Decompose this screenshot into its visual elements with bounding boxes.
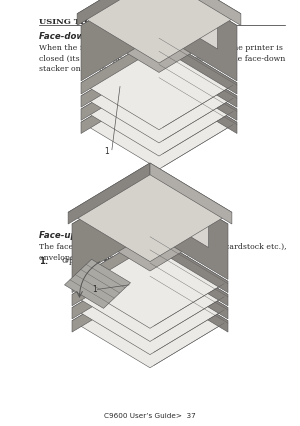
Polygon shape	[150, 274, 228, 332]
Polygon shape	[68, 164, 150, 225]
Polygon shape	[178, 3, 218, 50]
Polygon shape	[77, 0, 159, 26]
Polygon shape	[81, 0, 159, 82]
Polygon shape	[159, 76, 237, 134]
Text: Face-up stacker: Face-up stacker	[39, 231, 116, 240]
Text: C9600 User’s Guide>  37: C9600 User’s Guide> 37	[104, 412, 196, 418]
Text: USING THE STACKERS: USING THE STACKERS	[39, 18, 148, 26]
Polygon shape	[81, 37, 159, 95]
Polygon shape	[68, 164, 232, 262]
Polygon shape	[159, 0, 241, 26]
Polygon shape	[159, 0, 237, 82]
Polygon shape	[81, 37, 237, 130]
Polygon shape	[150, 261, 228, 319]
Polygon shape	[81, 50, 237, 144]
Text: When the face-up stacker (1) on the left side of the printer is
closed (its norm: When the face-up stacker (1) on the left…	[39, 44, 285, 73]
Polygon shape	[81, 76, 159, 134]
Polygon shape	[159, 50, 237, 108]
Polygon shape	[72, 235, 150, 293]
Text: 1.: 1.	[39, 257, 48, 266]
Polygon shape	[72, 274, 150, 332]
Polygon shape	[72, 274, 228, 368]
Polygon shape	[72, 178, 150, 280]
Polygon shape	[64, 259, 130, 308]
Polygon shape	[150, 164, 232, 225]
Polygon shape	[81, 50, 159, 108]
Polygon shape	[81, 76, 237, 170]
Polygon shape	[72, 261, 150, 319]
Text: Face-down stacker: Face-down stacker	[39, 32, 129, 41]
Polygon shape	[169, 201, 208, 248]
Text: Open the stacker (1).: Open the stacker (1).	[61, 257, 151, 265]
Polygon shape	[81, 63, 237, 157]
Polygon shape	[150, 235, 228, 293]
Polygon shape	[77, 0, 241, 64]
Text: 1: 1	[104, 147, 109, 156]
Polygon shape	[72, 248, 150, 306]
Polygon shape	[72, 261, 228, 355]
Polygon shape	[72, 178, 228, 271]
Polygon shape	[159, 63, 237, 121]
Polygon shape	[159, 37, 237, 95]
Polygon shape	[72, 235, 228, 328]
Text: The face-up exit path is used for heavy paper (cardstock etc.),
envelopes, trans: The face-up exit path is used for heavy …	[39, 243, 286, 262]
Polygon shape	[81, 63, 159, 121]
Polygon shape	[150, 178, 228, 280]
Polygon shape	[150, 248, 228, 306]
Polygon shape	[72, 248, 228, 342]
Polygon shape	[81, 0, 237, 73]
Text: 1: 1	[92, 284, 97, 293]
